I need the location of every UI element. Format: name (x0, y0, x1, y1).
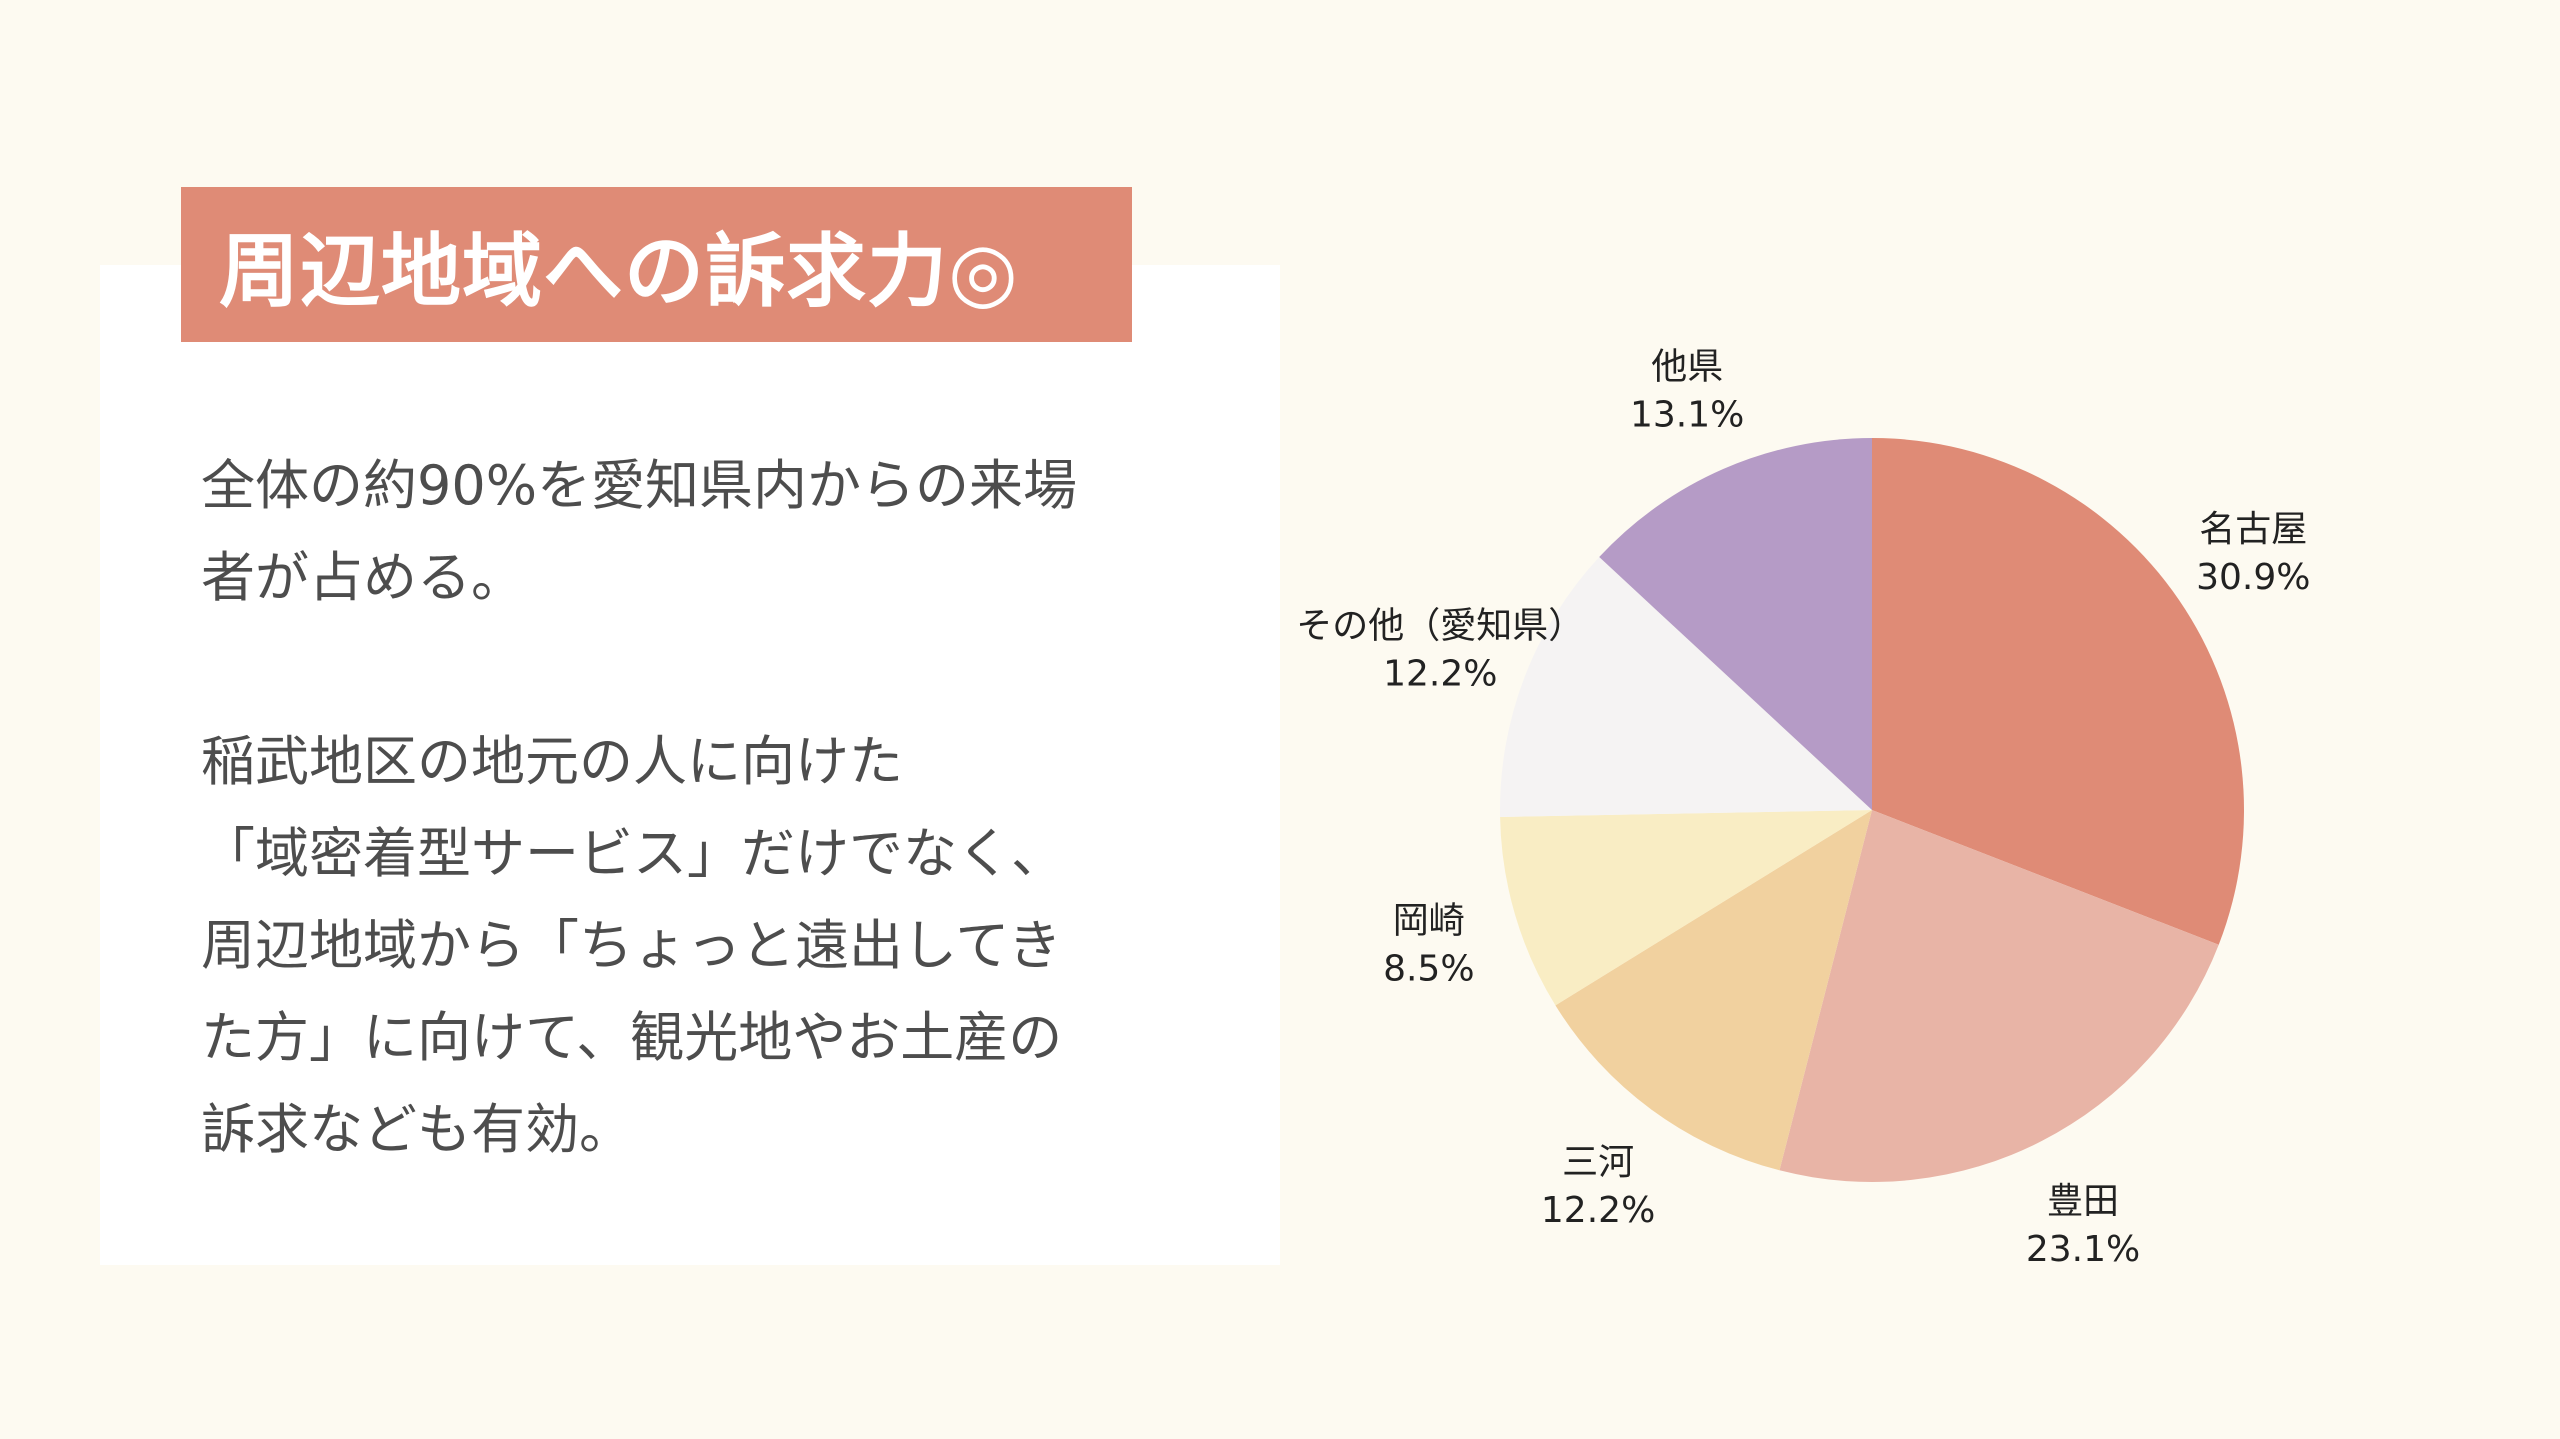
slice-value-label: 30.9% (2196, 557, 2310, 598)
slice-label: その他（愛知県） (1296, 605, 1584, 646)
pie-slice (1500, 810, 1872, 1006)
pie-labels: 名古屋 30.9% 豊田 23.1% 三河 12.2% 岡崎 8.5% その他（愛知県） 12.2… (1296, 347, 2310, 1270)
slice-label: 名古屋 (2199, 509, 2307, 550)
paragraph-1: 全体の約90%を愛知県内からの来場 者が占める。 (201, 440, 1161, 624)
paragraph-2-line: 訴求なども有効。 (201, 1098, 633, 1161)
slice-value-label: 12.2% (1541, 1190, 1655, 1231)
paragraph-1-line: 全体の約90%を愛知県内からの来場 (201, 454, 1078, 517)
paragraph-2: 稲武地区の地元の人に向けた 「域密着型サービス」だけでなく、 周辺地域から「ちょ… (201, 716, 1161, 1176)
page-title: 周辺地域への訴求力◎ (219, 224, 1019, 318)
slice-value-label: 13.1% (1630, 395, 1744, 436)
slice-label: 岡崎 (1393, 900, 1465, 941)
paragraph-gap (201, 624, 1161, 716)
pie-slice (1779, 810, 2219, 1182)
paragraph-2-line: 稲武地区の地元の人に向けた (201, 730, 903, 793)
slice-value-label: 8.5% (1383, 948, 1474, 989)
slice-value-label: 12.2% (1383, 653, 1497, 694)
slice-value-label: 23.1% (2026, 1229, 2140, 1270)
slice-label: 豊田 (2047, 1181, 2119, 1222)
paragraph-2-line: 「域密着型サービス」だけでなく、 (201, 822, 1065, 885)
paragraph-2-line: 周辺地域から「ちょっと遠出してき (201, 914, 1062, 977)
pie-slice (1555, 810, 1872, 1171)
paragraph-1-line: 者が占める。 (201, 546, 525, 609)
pie-chart: 名古屋 30.9% 豊田 23.1% 三河 12.2% 岡崎 8.5% その他（愛知県） 12.2… (1296, 347, 2310, 1270)
pie-slice (1500, 557, 1872, 818)
body-text: 全体の約90%を愛知県内からの来場 者が占める。 稲武地区の地元の人に向けた 「… (201, 440, 1161, 1176)
title-banner: 周辺地域への訴求力◎ (181, 187, 1132, 342)
slice-label: 他県 (1651, 347, 1723, 388)
pie-slice (1599, 438, 1872, 810)
slice-label: 三河 (1562, 1142, 1634, 1183)
pie-slices (1500, 438, 2245, 1182)
text-card (100, 265, 1280, 1265)
paragraph-2-line: た方」に向けて、観光地やお土産の (201, 1006, 1063, 1069)
pie-slice (1872, 438, 2245, 945)
